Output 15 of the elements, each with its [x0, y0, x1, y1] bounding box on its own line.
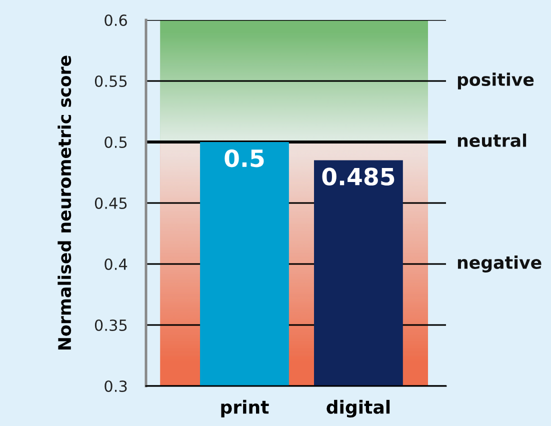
y-tick-label: 0.35 — [94, 319, 127, 332]
band-label: positive — [458, 72, 534, 90]
y-axis-title: Normalised neurometric score — [58, 56, 72, 350]
y-tick-label: 0.3 — [104, 380, 127, 392]
band-label: negative — [458, 256, 542, 272]
y-tick-label: 0.5 — [104, 136, 127, 148]
y-tick-label: 0.45 — [94, 197, 127, 210]
data-label: 0.485 — [322, 168, 394, 186]
y-tick-label: 0.6 — [104, 14, 127, 26]
x-tick-label: print — [221, 400, 269, 418]
x-tick-label: digital — [326, 400, 390, 418]
y-tick-label: 0.55 — [94, 75, 127, 88]
ref-line-label: neutral — [458, 134, 526, 148]
y-tick-label: 0.4 — [104, 258, 128, 270]
data-label: 0.5 — [224, 149, 264, 168]
